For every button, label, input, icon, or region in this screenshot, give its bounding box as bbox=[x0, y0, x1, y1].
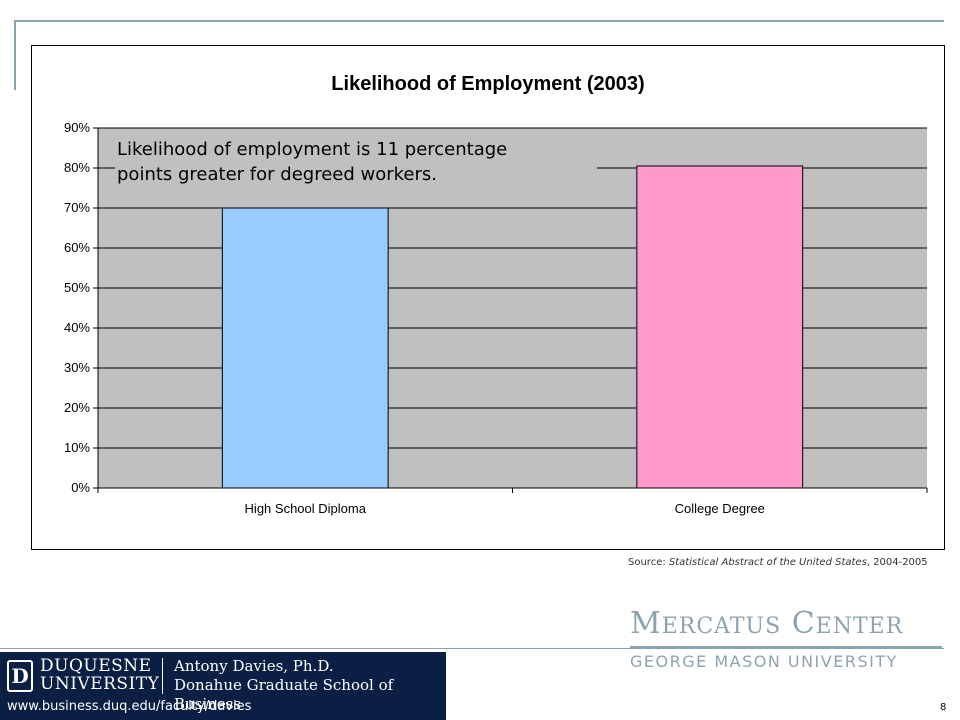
y-tick-label: 40% bbox=[64, 320, 90, 335]
duquesne-shield-icon: D bbox=[7, 660, 33, 692]
x-tick-label: High School Diploma bbox=[245, 501, 367, 516]
y-tick-label: 60% bbox=[64, 240, 90, 255]
y-tick-label: 50% bbox=[64, 280, 90, 295]
duquesne-divider bbox=[162, 658, 163, 694]
y-tick-label: 90% bbox=[64, 120, 90, 135]
duquesne-banner: D DUQUESNE UNIVERSITY Antony Davies, Ph.… bbox=[0, 652, 446, 720]
author-name: Antony Davies, Ph.D. bbox=[174, 657, 334, 675]
mercatus-c-initial: C bbox=[791, 606, 816, 641]
mercatus-m-initial: M bbox=[630, 606, 662, 641]
source-label: Source: bbox=[628, 557, 666, 568]
faculty-url: www.business.duq.edu/faculty/davies bbox=[7, 699, 252, 714]
source-title: Statistical Abstract of the United State… bbox=[668, 557, 867, 568]
source-citation: Source: Statistical Abstract of the Unit… bbox=[628, 557, 948, 568]
decor-bar-left bbox=[14, 20, 16, 90]
school-name: Donahue Graduate School of Business bbox=[174, 676, 394, 713]
duquesne-author-block: Antony Davies, Ph.D. Donahue Graduate Sc… bbox=[174, 657, 446, 714]
duquesne-name: DUQUESNE UNIVERSITY bbox=[40, 657, 159, 693]
footer-rule bbox=[0, 648, 944, 649]
mercatus-university: GEORGE MASON UNIVERSITY bbox=[630, 652, 898, 671]
bar-chart: Likelihood of Employment (2003) 0% 10% 20% 3… bbox=[64, 73, 928, 516]
mercatus-logo: MERCATUS CENTER GEORGE MASON UNIVERSITY bbox=[630, 608, 950, 671]
y-tick-label: 20% bbox=[64, 400, 90, 415]
annotation-line-2: points greater for degreed workers. bbox=[117, 164, 437, 185]
y-tick-label: 10% bbox=[64, 440, 90, 455]
duquesne-name-line2: UNIVERSITY bbox=[40, 674, 160, 694]
mercatus-rule bbox=[630, 646, 942, 648]
decor-bar-top bbox=[14, 20, 944, 22]
chart-title: Likelihood of Employment (2003) bbox=[331, 73, 644, 95]
mercatus-m-rest: ERCATUS bbox=[661, 614, 782, 639]
page-number: 8 bbox=[940, 702, 947, 713]
duquesne-name-line1: DUQUESNE bbox=[40, 656, 152, 676]
y-tick-label: 80% bbox=[64, 160, 90, 175]
bar bbox=[636, 165, 804, 489]
mercatus-c-rest: ENTER bbox=[815, 614, 904, 639]
annotation-line-1: Likelihood of employment is 11 percentag… bbox=[117, 139, 508, 160]
bar bbox=[221, 207, 389, 489]
x-tick-label: College Degree bbox=[675, 501, 765, 516]
y-tick-label: 70% bbox=[64, 200, 90, 215]
y-tick-label: 0% bbox=[71, 480, 90, 495]
source-years: , 2004-2005 bbox=[866, 557, 928, 568]
chart-annotation: Likelihood of employment is 11 percentag… bbox=[115, 137, 597, 187]
chart-frame: Likelihood of Employment (2003) 0% 10% 20% 3… bbox=[31, 45, 945, 550]
y-tick-label: 30% bbox=[64, 360, 90, 375]
